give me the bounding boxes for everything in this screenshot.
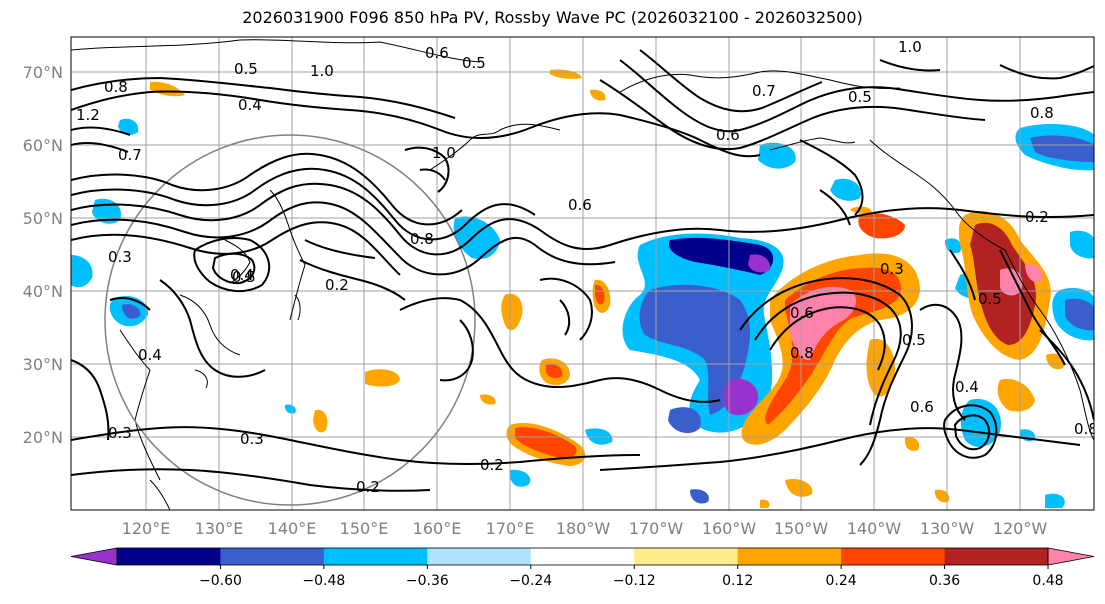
coastlines [71,39,1094,510]
contour-label: 0.4 [955,378,979,396]
contour-label: 0.6 [790,304,814,322]
contour-label: 0.2 [1025,208,1049,226]
contour-label: 0.5 [234,60,258,78]
colorbar: −0.60 −0.48 −0.36 −0.24 −0.12 0.12 0.24 0.36 0.4… [70,547,1095,589]
colorbar-extend-high [1047,547,1095,566]
colorbar-frame [116,547,1049,566]
contour-label: 0.2 [480,456,504,474]
contour-label: 0.6 [910,398,934,416]
colorbar-tick-label: −0.24 [509,573,552,589]
colorbar-tick-label: 0.24 [826,573,857,589]
longitude-label: 130°E [195,519,244,538]
contour-label: 0.8 [1074,420,1098,438]
contour-label: 0.4 [138,346,162,364]
contour-label: 0.3 [108,248,132,266]
longitude-label: 180°W [556,519,611,538]
colorbar-tick-label: 0.12 [722,573,753,589]
colorbar-tick-label: 0.48 [1032,573,1063,589]
longitude-label: 130°W [920,519,975,538]
contour-label: 0.6 [425,44,449,62]
contour-label: 0.8 [1030,104,1054,122]
contour-label: 1.0 [898,38,922,56]
colorbar-tick-label: −0.36 [406,573,449,589]
colorbar-cell [737,548,842,565]
longitude-label: 160°W [702,519,757,538]
map-frame [70,36,1095,511]
map-title: 2026031900 F096 850 hPa PV, Rossby Wave … [242,8,863,27]
contour-label: 0.4 [230,266,254,284]
contour-label: 0.8 [410,230,434,248]
longitude-label: 170°W [629,519,684,538]
contour-label: 0.6 [716,126,740,144]
colorbar-cell [841,548,946,565]
pv-contours [71,49,1094,492]
colorbar-cell [944,548,1049,565]
colorbar-tick-label: 0.36 [929,573,960,589]
colorbar-tick-label: −0.60 [199,573,242,589]
latitude-label: 60°N [23,136,63,155]
positive-anomaly-shading [150,69,1065,508]
reference-circle [104,134,476,506]
colorbar-cell [323,548,428,565]
contour-label: 0.2 [325,276,349,294]
contour-label: 0.8 [104,78,128,96]
latitude-label: 70°N [23,63,63,82]
contour-label: 1.0 [310,62,334,80]
contour-label: 0.2 [356,478,380,496]
longitude-label: 120°W [993,519,1048,538]
contour-label: 0.6 [568,196,592,214]
colorbar-cell [427,548,532,565]
longitude-label: 150°W [774,519,829,538]
latitude-label: 20°N [23,428,63,447]
contour-label: 0.5 [848,88,872,106]
colorbar-tick-label: −0.48 [302,573,345,589]
contour-label: 0.3 [108,424,132,442]
latitude-label: 40°N [23,282,63,301]
longitude-label: 120°E [122,519,171,538]
latitude-label: 30°N [23,355,63,374]
longitude-label: 140°E [268,519,317,538]
contour-labels: 0.7 1.2 0.6 0.5 0.4 1.0 0.8 0.5 0.4 1.0 … [76,38,1098,496]
latitude-axis: 70°N 60°N 50°N 40°N 30°N 20°N [23,63,63,447]
longitude-label: 150°E [340,519,389,538]
gridlines [71,37,1094,510]
longitude-axis: 120°E 130°E 140°E 150°E 160°E 170°E 180°… [122,519,1048,538]
contour-label: 0.5 [462,54,486,72]
longitude-label: 140°W [847,519,902,538]
colorbar-cell [530,548,635,565]
colorbar-tick-label: −0.12 [613,573,656,589]
contour-label: 1.2 [76,106,100,124]
longitude-label: 160°E [413,519,462,538]
contour-label: 0.5 [978,290,1002,308]
colorbar-cell [117,548,221,565]
contour-label: 0.3 [880,260,904,278]
contour-label: 1.0 [432,144,456,162]
colorbar-extend-low [70,547,118,566]
contour-label: 0.5 [232,268,256,286]
contour-label: 0.7 [118,146,142,164]
contour-label: 0.8 [790,344,814,362]
latitude-label: 50°N [23,209,63,228]
contour-label: 0.3 [240,430,264,448]
colorbar-cell [220,548,325,565]
colorbar-cell [634,548,739,565]
contour-label: 0.4 [238,96,262,114]
longitude-label: 170°E [486,519,535,538]
contour-label: 0.7 [752,82,776,100]
contour-label: 0.5 [902,331,926,349]
